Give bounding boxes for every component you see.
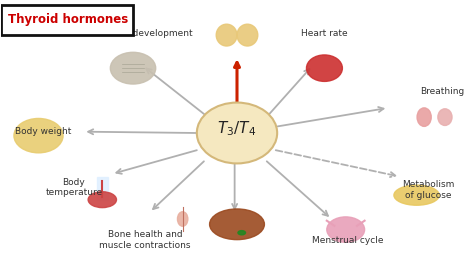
Bar [97,177,108,200]
Text: Body weight: Body weight [15,127,72,136]
Text: Body
temperature: Body temperature [46,177,102,197]
Ellipse shape [14,118,63,153]
Text: Brain development: Brain development [106,29,193,38]
Text: Thyroid hormones: Thyroid hormones [8,13,128,26]
Ellipse shape [394,185,439,205]
Circle shape [238,231,246,235]
Ellipse shape [417,108,431,126]
Ellipse shape [216,24,237,46]
Text: Breathing: Breathing [420,88,465,97]
Text: Menstrual cycle: Menstrual cycle [312,236,384,245]
Circle shape [88,192,117,208]
FancyBboxPatch shape [0,5,133,35]
Text: Heart rate: Heart rate [301,29,348,38]
Text: Bone health and
muscle contractions: Bone health and muscle contractions [99,230,191,250]
Text: Metabolism
of glucose: Metabolism of glucose [402,180,455,200]
Ellipse shape [210,209,264,240]
Text: $T_3/T_4$: $T_3/T_4$ [218,120,256,138]
Ellipse shape [237,24,258,46]
Ellipse shape [177,212,188,226]
Ellipse shape [438,109,452,126]
Ellipse shape [327,217,365,242]
Ellipse shape [110,52,156,84]
Ellipse shape [307,55,342,81]
Ellipse shape [197,103,277,163]
